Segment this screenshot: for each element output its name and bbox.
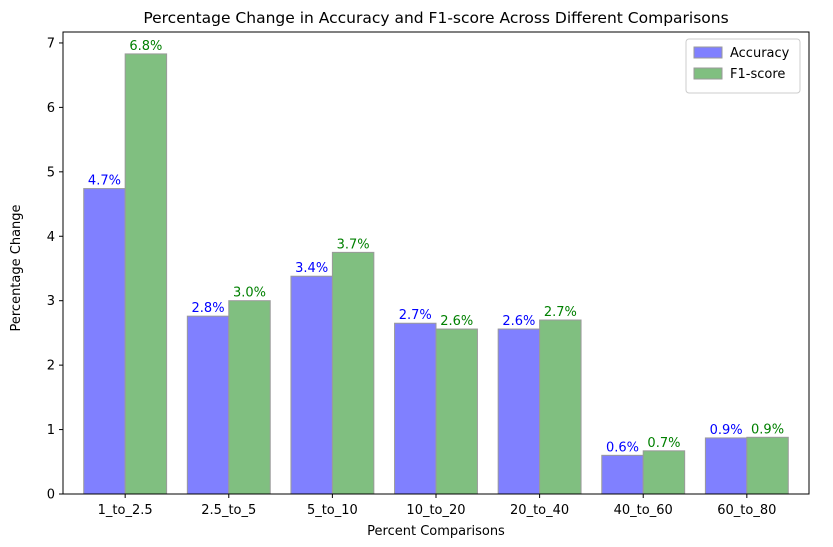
legend: Accuracy F1-score bbox=[685, 38, 801, 94]
data-label: 0.6% bbox=[606, 440, 639, 455]
bar bbox=[290, 275, 333, 495]
bar bbox=[124, 53, 168, 495]
legend-swatch bbox=[693, 67, 723, 80]
data-label: 0.7% bbox=[647, 436, 680, 451]
y-tick-label: 5 bbox=[47, 165, 55, 180]
y-tick-label: 1 bbox=[47, 423, 55, 438]
x-tick-label: 10_to_20 bbox=[406, 503, 465, 518]
data-label: 0.9% bbox=[710, 423, 743, 438]
y-tick-label: 2 bbox=[47, 359, 55, 374]
data-label: 0.9% bbox=[751, 422, 784, 437]
data-label: 3.0% bbox=[233, 286, 266, 301]
data-label: 2.6% bbox=[502, 314, 535, 329]
x-tick-label: 40_to_60 bbox=[614, 503, 673, 518]
legend-label: F1-score bbox=[730, 67, 785, 82]
legend-label: Accuracy bbox=[730, 46, 790, 61]
series-f1-score: 6.8% 3.0% 3.7% 2.6% 2.7% 0.7% 0.9% bbox=[124, 39, 789, 495]
bar bbox=[601, 454, 644, 495]
data-label: 2.7% bbox=[399, 308, 432, 323]
bar bbox=[539, 319, 582, 495]
y-tick-label: 0 bbox=[47, 488, 55, 503]
bar bbox=[186, 315, 230, 495]
bar bbox=[435, 328, 478, 495]
bar bbox=[331, 251, 375, 495]
data-label: 3.4% bbox=[295, 261, 328, 276]
x-tick-label: 60_to_80 bbox=[717, 503, 776, 518]
y-tick-label: 3 bbox=[47, 294, 55, 309]
legend-swatch bbox=[693, 46, 723, 59]
bar bbox=[394, 322, 437, 495]
x-tick-label: 20_to_40 bbox=[510, 503, 569, 518]
y-tick-label: 7 bbox=[47, 36, 55, 51]
data-label: 6.8% bbox=[129, 39, 162, 54]
data-label: 2.6% bbox=[440, 314, 473, 329]
x-tick-label: 5_to_10 bbox=[307, 503, 358, 518]
y-tick-label: 4 bbox=[47, 230, 55, 245]
data-label: 2.8% bbox=[192, 301, 225, 316]
y-axis-label: Percentage Change bbox=[9, 204, 24, 331]
data-label: 4.7% bbox=[88, 174, 121, 189]
y-tick-label: 6 bbox=[47, 101, 55, 116]
x-tick-label: 1_to_2.5 bbox=[98, 503, 153, 518]
data-label: 3.7% bbox=[337, 237, 370, 252]
bar bbox=[228, 300, 271, 495]
bar bbox=[497, 328, 541, 495]
x-axis-label: Percent Comparisons bbox=[367, 524, 505, 539]
plot-area: 4.7% 2.8% 3.4% 2.7% 2.6% 0.6% 0.9% 6.8% 3.0% 3.7%… bbox=[47, 31, 810, 518]
data-label: 2.7% bbox=[544, 305, 577, 320]
bar bbox=[746, 436, 789, 495]
chart-title: Percentage Change in Accuracy and F1-sco… bbox=[143, 9, 728, 27]
bar bbox=[83, 188, 126, 495]
bar bbox=[704, 437, 748, 495]
bar bbox=[642, 450, 686, 495]
x-tick-label: 2.5_to_5 bbox=[201, 503, 256, 518]
